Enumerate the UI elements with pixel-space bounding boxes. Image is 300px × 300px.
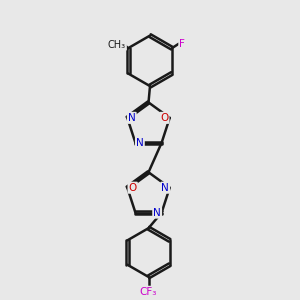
Text: N: N (128, 113, 136, 123)
Text: N: N (161, 183, 169, 193)
Text: N: N (153, 208, 161, 218)
Text: CF₃: CF₃ (140, 287, 157, 297)
Text: F: F (179, 39, 185, 49)
Text: N: N (136, 138, 144, 148)
Text: O: O (128, 183, 137, 193)
Text: O: O (160, 113, 169, 123)
Text: CH₃: CH₃ (108, 40, 126, 50)
